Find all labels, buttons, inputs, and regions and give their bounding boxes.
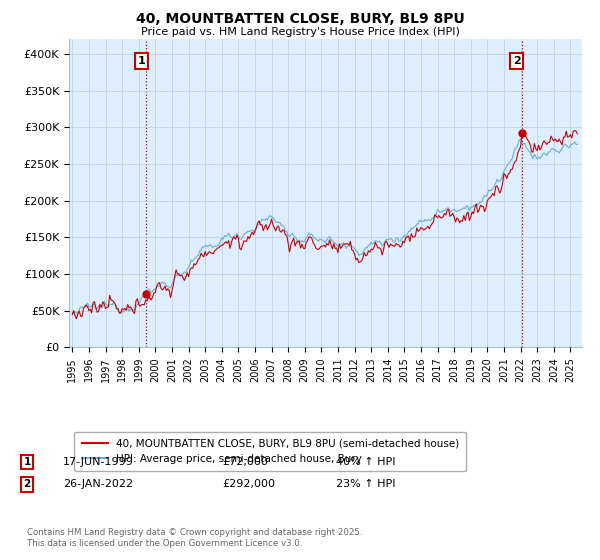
Text: Price paid vs. HM Land Registry's House Price Index (HPI): Price paid vs. HM Land Registry's House … bbox=[140, 27, 460, 37]
Legend: 40, MOUNTBATTEN CLOSE, BURY, BL9 8PU (semi-detached house), HPI: Average price, : 40, MOUNTBATTEN CLOSE, BURY, BL9 8PU (se… bbox=[74, 432, 466, 472]
Text: £72,000: £72,000 bbox=[222, 457, 268, 467]
Text: 23% ↑ HPI: 23% ↑ HPI bbox=[336, 479, 395, 489]
Text: 1: 1 bbox=[23, 457, 31, 467]
Text: 26-JAN-2022: 26-JAN-2022 bbox=[63, 479, 133, 489]
Text: 2: 2 bbox=[513, 56, 521, 66]
Text: 1: 1 bbox=[137, 56, 145, 66]
Text: Contains HM Land Registry data © Crown copyright and database right 2025.
This d: Contains HM Land Registry data © Crown c… bbox=[27, 528, 362, 548]
Text: 17-JUN-1999: 17-JUN-1999 bbox=[63, 457, 134, 467]
Text: £292,000: £292,000 bbox=[222, 479, 275, 489]
Text: 40% ↑ HPI: 40% ↑ HPI bbox=[336, 457, 395, 467]
Text: 2: 2 bbox=[23, 479, 31, 489]
Text: 40, MOUNTBATTEN CLOSE, BURY, BL9 8PU: 40, MOUNTBATTEN CLOSE, BURY, BL9 8PU bbox=[136, 12, 464, 26]
